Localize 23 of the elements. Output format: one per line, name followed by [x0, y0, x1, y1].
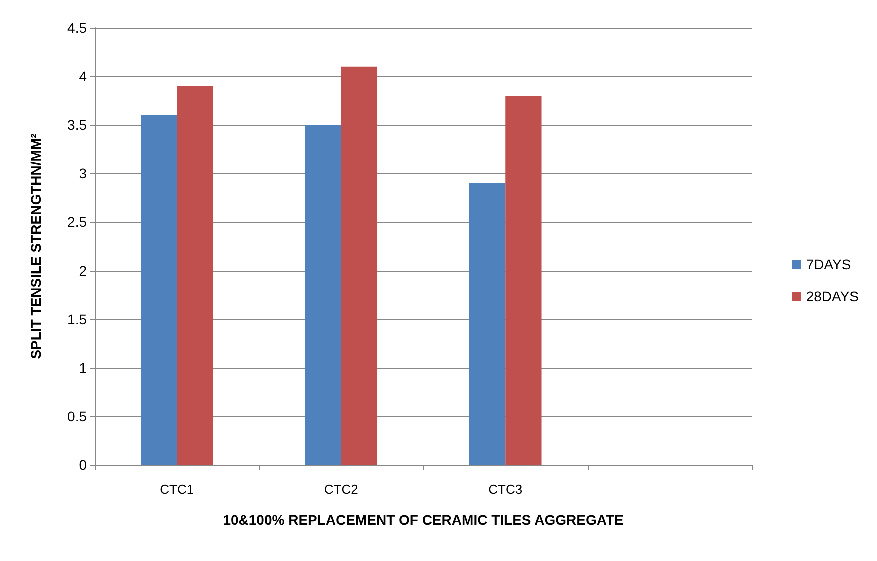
y-tick-label: 4.5 [68, 20, 88, 36]
y-tick-label: 2 [79, 262, 88, 279]
bar [469, 183, 506, 465]
x-tick-label: CTC2 [324, 482, 358, 497]
bar [341, 66, 378, 465]
x-tick-label: CTC3 [488, 482, 523, 497]
y-tick-label: 0.5 [68, 408, 88, 424]
y-tick-label: 1 [79, 360, 88, 376]
bar [305, 125, 342, 465]
y-tick-label: 2.5 [68, 214, 88, 230]
bar [140, 115, 178, 465]
y-tick-label: 3 [79, 166, 88, 182]
bar [506, 96, 542, 465]
y-tick-label: 4 [79, 68, 88, 85]
legend-label: 7DAYS [806, 256, 852, 272]
legend-label: 28DAYS [806, 288, 860, 304]
x-axis-title: 10&100% REPLACEMENT OF CERAMIC TILES AGGREGATE [223, 512, 624, 528]
x-tick-label: CTC1 [160, 482, 194, 497]
y-tick-label: 0 [79, 457, 88, 473]
y-tick-label: 3.5 [68, 117, 88, 134]
y-axis-title: SPLIT TENSILE STRENGTHN/MM² [28, 133, 44, 360]
y-tick-label: 1.5 [68, 311, 88, 328]
bar [177, 86, 214, 465]
